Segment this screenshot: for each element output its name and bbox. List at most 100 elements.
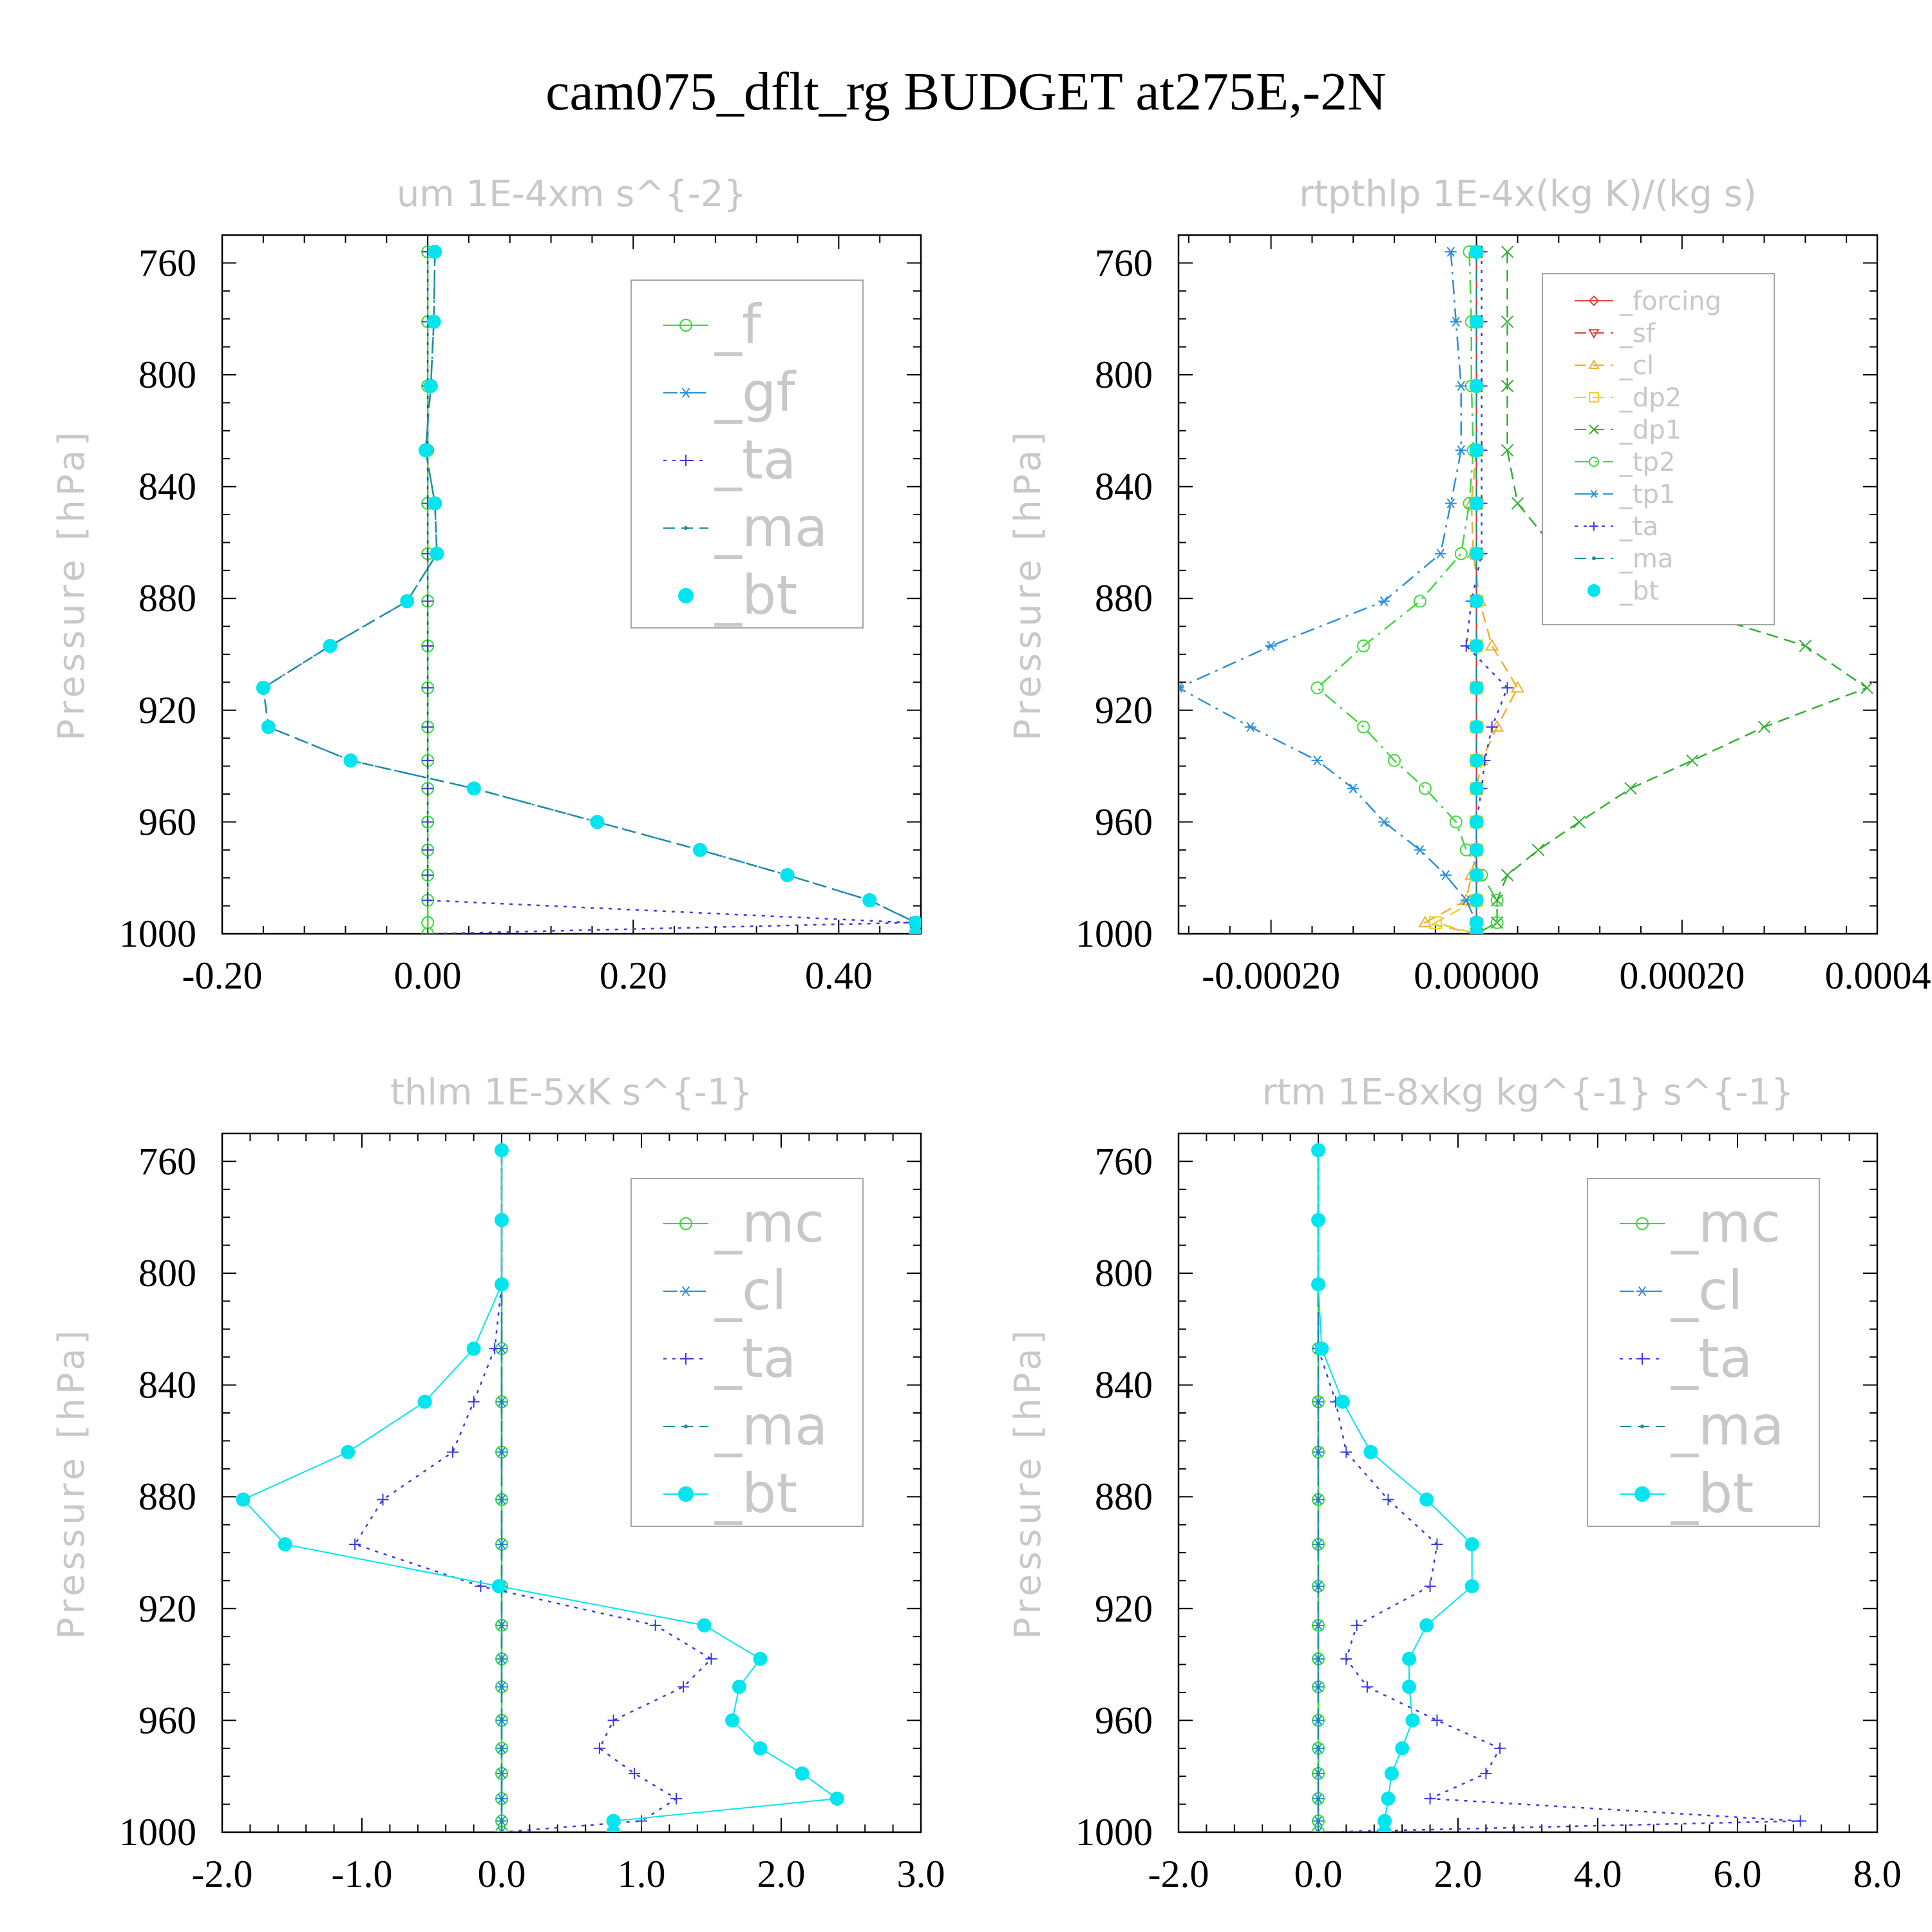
legend-box [1587,1178,1820,1527]
legend-marker [678,588,694,603]
y-tick-label: 960 [138,1699,196,1741]
y-tick-label: 760 [1095,1140,1153,1182]
legend: _mc_cl_ta_ma_bt [630,1178,864,1527]
data-point [1494,1742,1506,1754]
series-line [262,252,917,934]
legend: _f_gf_ta_ma_bt [630,279,864,629]
data-point [495,1277,509,1292]
data-point [422,754,434,766]
data-point [422,844,434,856]
data-point [1431,1538,1443,1550]
series-line [354,1150,713,1832]
x-tick-label: 0.20 [600,954,667,997]
legend-item: _ma [1620,1394,1784,1457]
data-point [1511,497,1524,510]
x-tick-label: -0.20 [182,954,263,997]
data-point [1469,379,1484,393]
data-point [1454,547,1468,560]
data-point [428,496,442,511]
data-point [500,1718,504,1723]
data-point [256,681,270,696]
legend: _forcing _sf _cl_dp2_dp1 _tp2 _tp1 _ta_ma_bt [1542,273,1775,625]
legend-label: _mc [714,1191,824,1255]
data-point [426,314,441,329]
data-point [725,1713,740,1728]
legend-marker [678,1486,694,1502]
data-point [1316,1399,1320,1404]
data-point [1490,893,1504,907]
legend-label: _bt [1619,576,1659,606]
x-tick-label: 8.0 [1853,1853,1902,1895]
data-point [1316,1771,1320,1776]
series-tp2 [1311,245,1504,934]
data-point [1382,1493,1394,1506]
legend-item: _ta [663,428,796,491]
legend-marker [1640,1425,1644,1428]
data-point [1686,754,1699,767]
data-point [466,781,481,796]
data-point [1439,870,1452,880]
data-point [1469,893,1484,907]
legend-box [1542,273,1775,625]
data-point [1469,927,1484,934]
data-point [417,1394,432,1409]
data-point [468,1396,480,1408]
data-point [1312,1827,1324,1832]
y-axis-label: Pressure [hPa] [1007,1327,1049,1640]
legend-label: _ta [1619,512,1658,542]
data-point [418,443,433,458]
x-tick-label: 1.0 [618,1853,666,1895]
data-point [1444,498,1457,509]
legend-marker [684,1425,688,1428]
y-tick-label: 800 [1095,1252,1153,1294]
data-point [1311,1277,1325,1292]
data-point [1484,639,1499,651]
data-point [1402,1651,1417,1666]
data-point [1469,443,1484,458]
legend-item: _f [663,293,762,356]
data-point [423,379,438,393]
legend-label: _sf [1619,319,1656,348]
data-point [1378,596,1390,607]
data-point [1265,641,1277,651]
y-tick-label: 960 [1095,800,1153,843]
data-point [1419,1492,1434,1507]
y-tick-label: 960 [138,800,196,843]
legend-item: _tp1 [1575,480,1676,509]
panel-2: rtpthlp 1E-4x(kg K)/(kg s) Pressure [hPa]… [1007,173,1932,997]
y-tick-label: 1000 [1075,913,1153,955]
legend-marker [1588,295,1600,307]
x-tick-label: 4.0 [1574,1853,1622,1895]
data-point [1350,1619,1363,1631]
legend-item: _ta [1575,512,1658,542]
legend-item: _cl [663,1259,787,1322]
y-tick-label: 1000 [1075,1811,1153,1853]
legend-item: _ta [1620,1327,1752,1390]
data-point [636,1815,647,1827]
data-point [1388,753,1401,767]
data-point [670,1792,683,1804]
data-point [1316,1819,1320,1823]
data-point [422,894,434,906]
data-point [909,915,921,930]
legend-marker [680,455,692,466]
legend-label: _dp2 [1619,383,1681,413]
legend-item: _mc [663,1191,824,1255]
data-point [1469,781,1484,796]
data-point [1757,721,1771,734]
legend-label: _bt [714,1462,797,1525]
panel-3: thlm 1E-5xK s^{-1} Pressure [hPa] 760 800 84… [51,1072,945,1895]
data-point [692,842,707,857]
y-tick-label: 840 [1095,1364,1153,1406]
data-point [753,1651,768,1666]
x-tick-label: -0.00020 [1202,954,1340,997]
legend-item: _bt [663,1462,797,1525]
data-point [1469,638,1484,653]
legend-marker [1589,424,1599,435]
data-point [795,1766,810,1781]
series-bt [1469,245,1484,934]
data-point [1469,842,1484,857]
y-tick-label: 800 [1095,354,1153,396]
data-point [1419,1618,1434,1633]
y-tick-label: 800 [138,354,196,396]
